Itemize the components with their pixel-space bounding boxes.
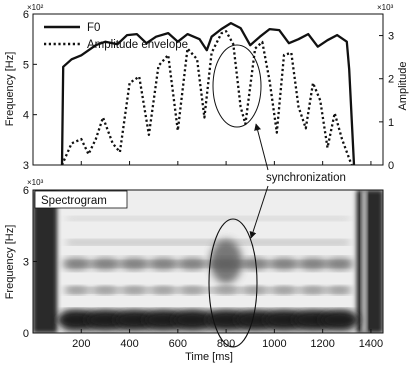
x-ticks: 200 400 600 800 1000 1200 1400 [72, 161, 383, 350]
legend: F0 Amplitude envelope [44, 22, 188, 51]
bottom-highlight-ellipse [208, 218, 258, 348]
sync-arrow-up [254, 123, 269, 171]
amplitude-envelope-line [60, 30, 353, 166]
left-y-ticks: 3 4 5 6 [23, 9, 37, 172]
right-y-ticks: 0 1 2 3 [379, 31, 394, 172]
top-plot-frame [32, 13, 384, 166]
x-tick-label: 400 [120, 338, 138, 350]
right-y-tick-label: 2 [388, 74, 394, 86]
left-y-tick-label: 5 [23, 59, 29, 71]
bottom-y-tick-label: 6 [23, 185, 29, 197]
left-y-tick-label: 3 [23, 160, 29, 172]
bottom-y-ticks: 0 3 6 [23, 185, 37, 340]
bottom-y-axis-label: Frequency [Hz] [4, 225, 16, 300]
right-y-exponent: ×10³ [377, 3, 394, 12]
legend-label-amplitude: Amplitude envelope [87, 39, 188, 51]
right-y-tick-label: 3 [388, 31, 394, 43]
top-y-axis-label: Frequency [Hz] [4, 52, 16, 127]
legend-label-f0: F0 [87, 22, 100, 34]
series-layer [60, 21, 356, 166]
bottom-y-exponent: ×10³ [27, 178, 44, 187]
right-y-tick-label: 0 [388, 160, 394, 172]
spectrogram-title: Spectrogram [41, 195, 107, 207]
bottom-y-tick-label: 3 [23, 257, 29, 269]
top-panel: 3 4 5 6 0 1 2 3 ×10² ×10³ Frequency [Hz] Ampli… [4, 3, 409, 172]
top-highlight-ellipse [212, 44, 262, 128]
spectrogram-label-box [34, 190, 128, 209]
left-y-tick-label: 4 [23, 110, 29, 122]
x-tick-label: 1000 [262, 338, 286, 350]
bottom-panel: Spectrogram 036 200 400 600 800 1000 1200 1400… [4, 161, 384, 363]
right-y-tick-label: 1 [388, 117, 394, 129]
left-y-tick-label: 6 [23, 9, 29, 21]
x-tick-label: 200 [72, 338, 90, 350]
sync-annotation: synchronization [249, 123, 346, 239]
left-y-exponent: ×10² [27, 3, 44, 12]
x-tick-label: 600 [169, 338, 187, 350]
bottom-y-tick-label: 0 [23, 328, 29, 340]
right-y-axis-label: Amplitude [397, 62, 409, 111]
f0-line [60, 21, 356, 166]
spectrogram-image [33, 190, 383, 333]
x-axis-label: Time [ms] [185, 351, 233, 363]
sync-label: synchronization [266, 172, 346, 184]
x-tick-label: 1400 [359, 338, 383, 350]
sync-arrow-down [249, 185, 269, 239]
x-tick-label: 1200 [310, 338, 334, 350]
